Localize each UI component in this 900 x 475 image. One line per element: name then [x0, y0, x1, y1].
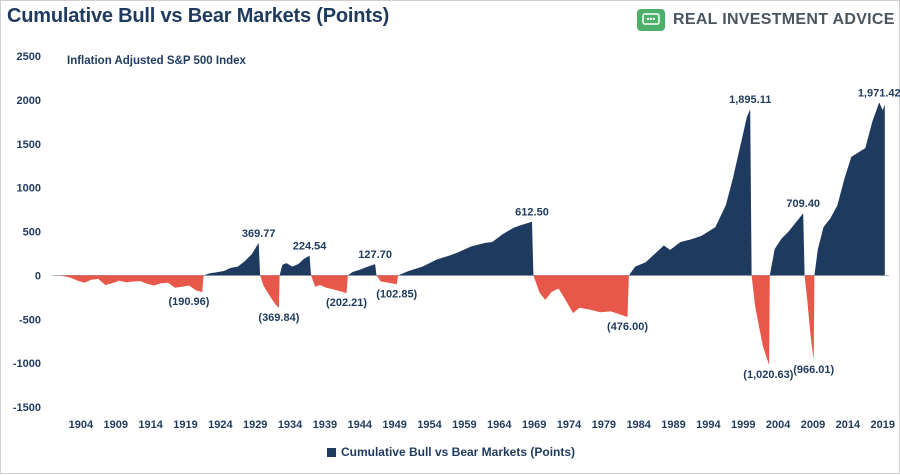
x-tick-label: 1914	[138, 419, 163, 431]
bear-market-area	[376, 275, 399, 285]
x-tick-label: 1954	[417, 419, 442, 431]
x-tick-label: 2014	[836, 419, 861, 431]
x-tick-label: 1944	[348, 419, 373, 431]
bear-market-area	[60, 275, 204, 293]
y-tick-label: -1500	[13, 402, 41, 414]
x-tick-label: 1984	[626, 419, 651, 431]
y-tick-label: 500	[23, 227, 41, 239]
chat-bubble-icon	[637, 9, 665, 31]
y-tick-label: 1000	[17, 183, 41, 195]
x-tick-label: 1959	[452, 419, 476, 431]
x-tick-label: 1909	[104, 419, 128, 431]
data-label: (102.85)	[376, 288, 417, 300]
x-tick-label: 1949	[382, 419, 406, 431]
y-tick-label: 1500	[17, 139, 41, 151]
x-tick-label: 1934	[278, 419, 303, 431]
x-tick-label: 1994	[696, 419, 721, 431]
y-tick-label: 2000	[17, 95, 41, 107]
bull-market-area	[347, 264, 377, 276]
chart-subtitle: Inflation Adjusted S&P 500 Index	[67, 55, 247, 67]
x-tick-label: 2019	[870, 419, 894, 431]
data-label: 127.70	[358, 249, 392, 261]
chart-title: Cumulative Bull vs Bear Markets (Points)	[7, 5, 390, 27]
data-label: (369.84)	[258, 312, 299, 324]
x-tick-label: 1919	[173, 419, 197, 431]
x-tick-label: 2009	[801, 419, 825, 431]
bull-market-area	[203, 242, 261, 276]
y-tick-label: -500	[19, 314, 41, 326]
x-tick-label: 1974	[557, 419, 582, 431]
legend-label: Cumulative Bull vs Bear Markets (Points)	[340, 445, 576, 459]
chart-legend: Cumulative Bull vs Bear Markets (Points)	[1, 445, 900, 459]
legend-swatch	[326, 447, 336, 457]
bull-market-area	[814, 102, 885, 276]
bear-market-area	[533, 275, 629, 318]
data-label: 709.40	[786, 198, 820, 210]
y-tick-label: -1000	[13, 358, 41, 370]
data-label: (476.00)	[607, 321, 648, 333]
bear-market-area	[311, 275, 348, 294]
data-label: 612.50	[515, 207, 549, 219]
y-tick-label: 0	[35, 270, 41, 282]
brand-logo: REAL INVESTMENT ADVICE	[637, 9, 895, 31]
x-tick-label: 1924	[208, 419, 233, 431]
x-tick-label: 2004	[766, 419, 791, 431]
x-tick-label: 1989	[661, 419, 685, 431]
data-label: 224.54	[293, 241, 328, 253]
data-label: (190.96)	[168, 296, 209, 308]
x-tick-label: 1999	[731, 419, 755, 431]
bear-market-area	[751, 275, 770, 365]
bull-market-area	[279, 255, 311, 276]
x-tick-label: 1964	[487, 419, 512, 431]
data-label: 369.77	[242, 228, 276, 240]
bull-market-area	[628, 109, 752, 276]
y-tick-label: 2500	[17, 51, 41, 63]
x-tick-label: 1939	[313, 419, 337, 431]
data-label: 1,895.11	[729, 94, 771, 106]
data-label: 1,971.42	[858, 87, 900, 99]
x-tick-label: 1969	[522, 419, 546, 431]
bear-market-area	[260, 275, 280, 308]
bull-market-area	[398, 221, 534, 276]
x-tick-label: 1904	[69, 419, 94, 431]
bear-market-area	[804, 275, 815, 361]
bull-market-area	[769, 213, 805, 276]
data-label: (202.21)	[326, 297, 367, 309]
brand-name: REAL INVESTMENT ADVICE	[673, 11, 895, 28]
x-tick-label: 1929	[243, 419, 267, 431]
x-tick-label: 1979	[592, 419, 616, 431]
data-label: (966.01)	[793, 364, 834, 376]
data-label: (1,020.63)	[743, 369, 793, 381]
